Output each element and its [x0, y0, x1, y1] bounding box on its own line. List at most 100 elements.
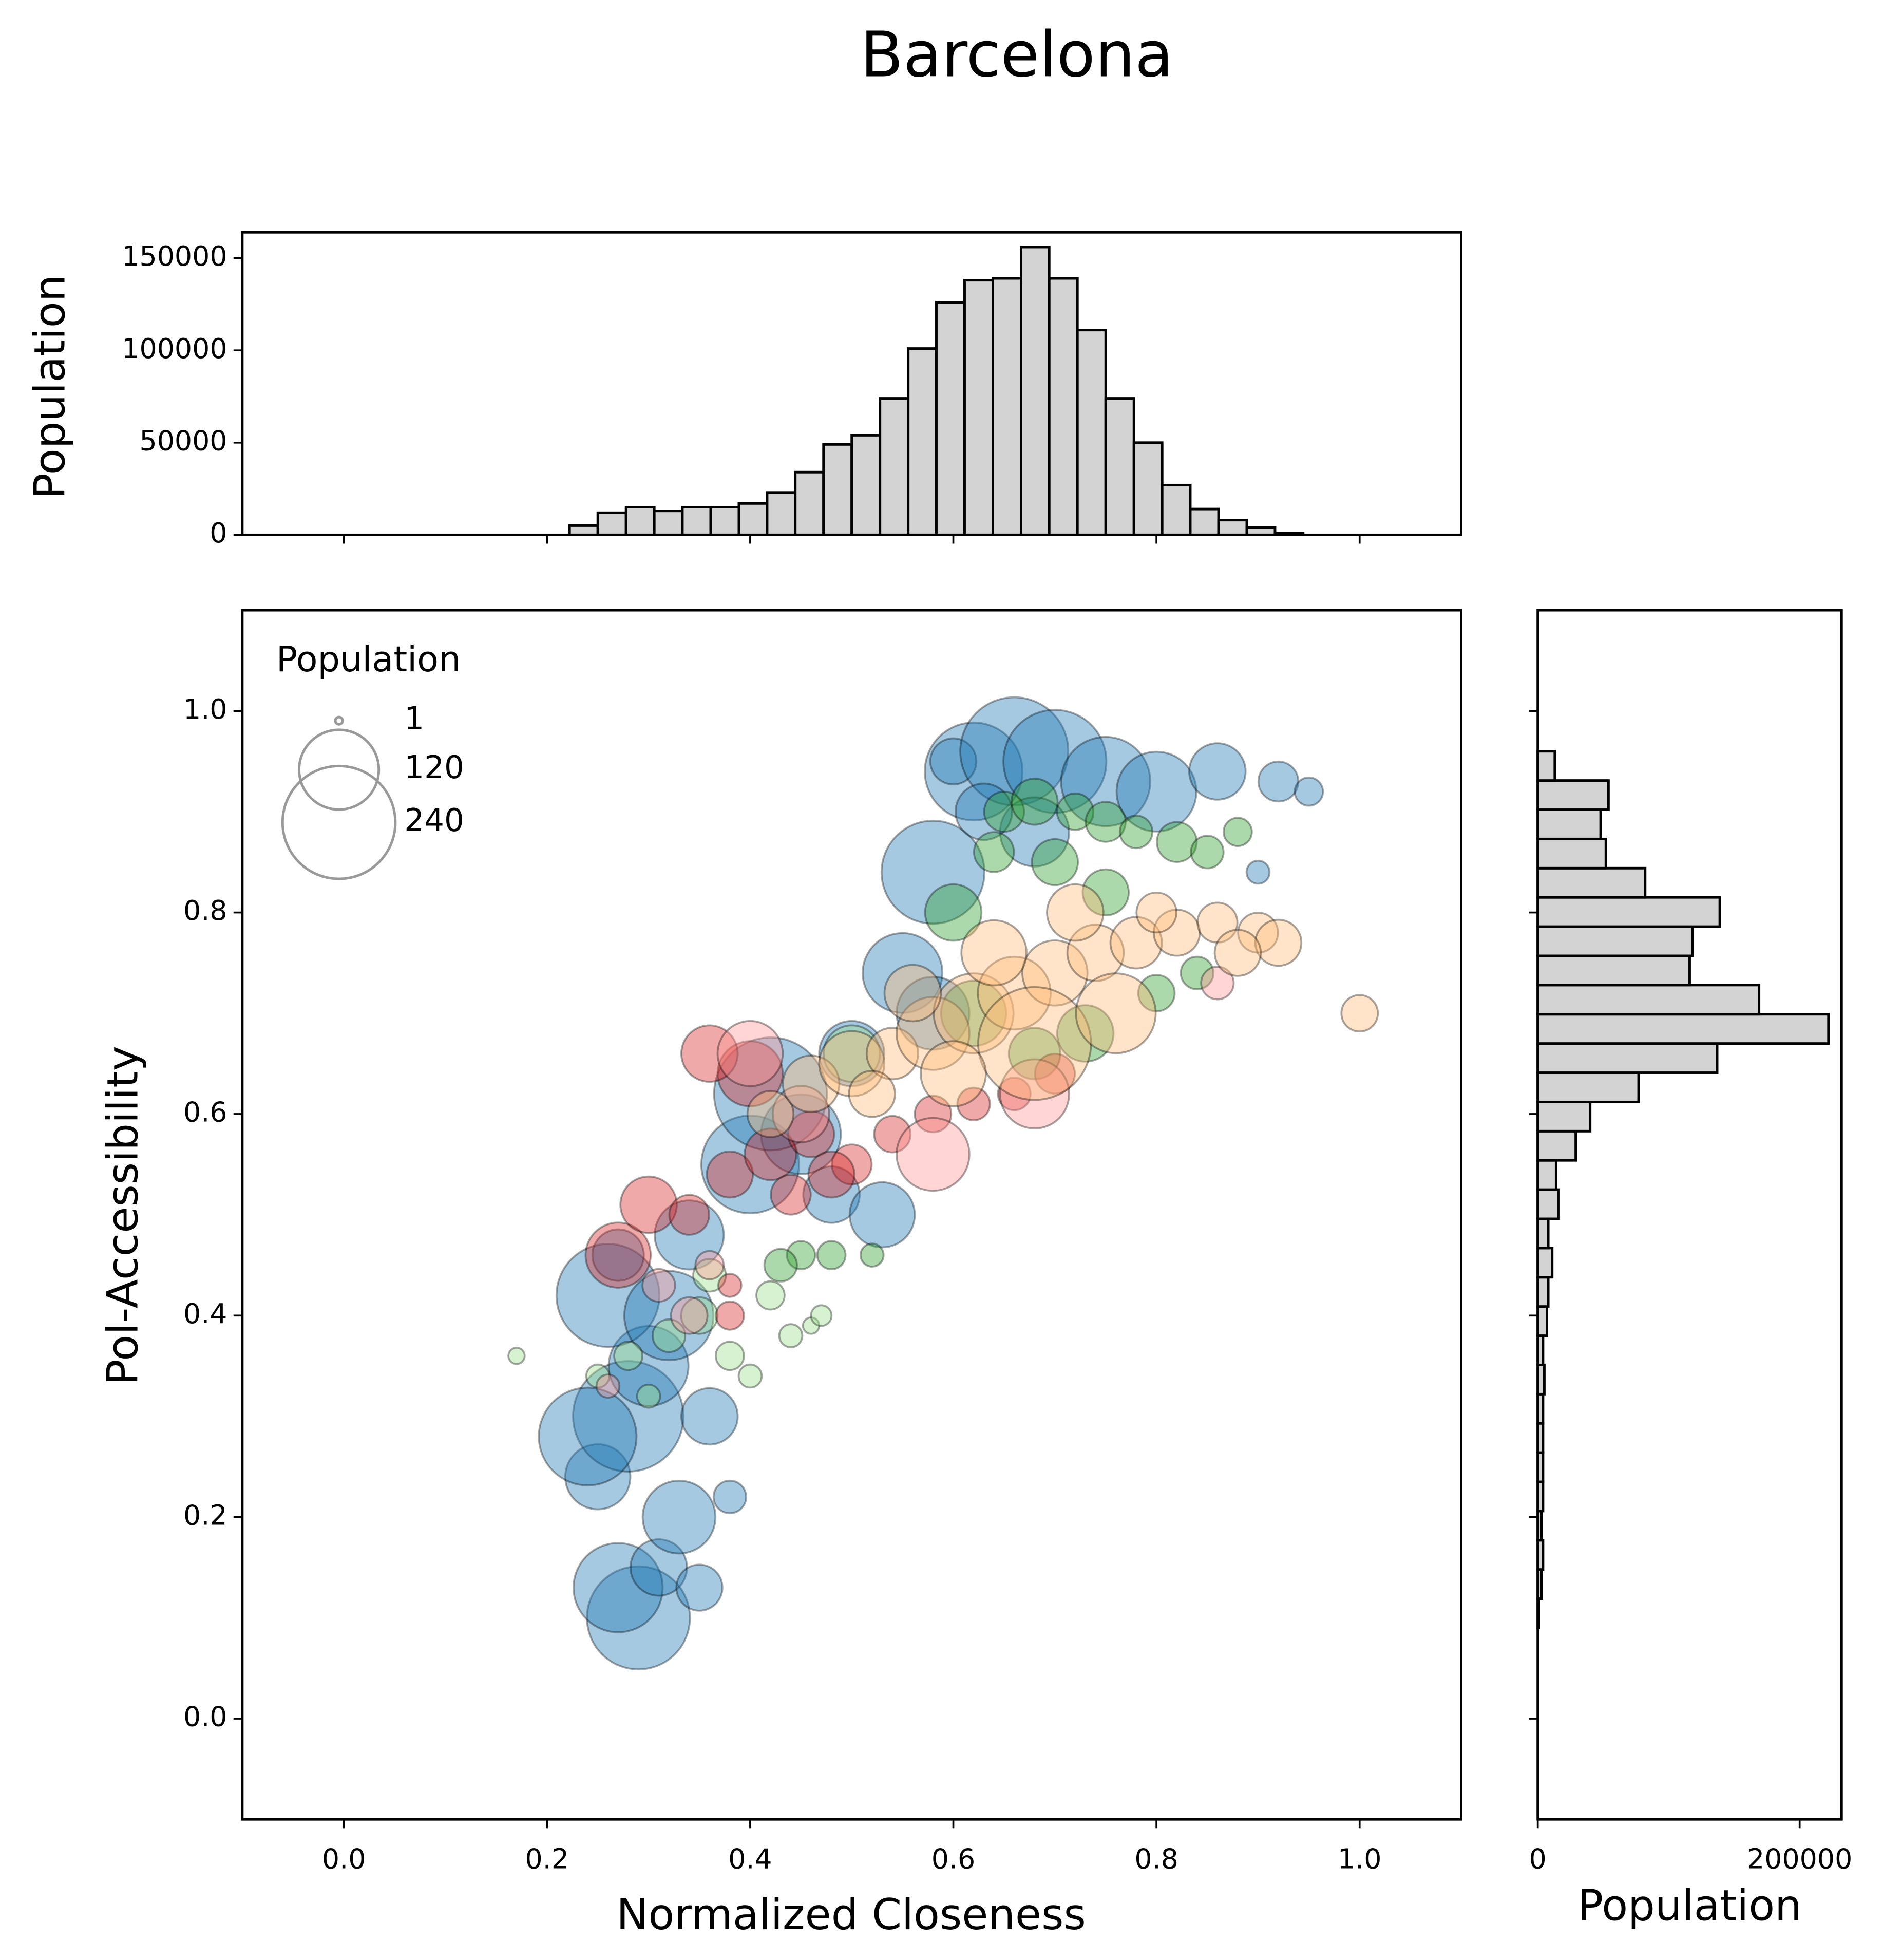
- hist-bar: [1536, 1305, 1548, 1337]
- hist-bar: [1536, 837, 1607, 870]
- bubble: [1021, 939, 1089, 1007]
- bubble: [883, 964, 942, 1023]
- bubble: [630, 1538, 688, 1597]
- y-tick-label: 0: [210, 517, 227, 549]
- bubble: [744, 1127, 797, 1181]
- bubble: [619, 1175, 678, 1234]
- legend-label: 240: [404, 802, 464, 839]
- bubble: [715, 1341, 745, 1371]
- bubble: [997, 1077, 1032, 1111]
- bubble: [802, 1165, 861, 1224]
- chart-title: Barcelona: [860, 18, 1173, 91]
- hist-bar: [907, 347, 938, 536]
- bubble: [700, 1115, 800, 1214]
- bubble: [680, 1296, 719, 1335]
- bubble: [1340, 994, 1379, 1033]
- bubble: [573, 1542, 664, 1633]
- bubble: [940, 979, 1007, 1047]
- bubble: [999, 796, 1070, 868]
- bubble: [1245, 859, 1271, 885]
- hist-bar: [1536, 779, 1610, 811]
- bubble: [770, 1174, 812, 1216]
- bubble: [694, 1250, 725, 1280]
- x-tick-label: 0.0: [322, 1843, 366, 1875]
- bubble: [983, 790, 1025, 833]
- bubble: [787, 1110, 835, 1158]
- bubble: [613, 1341, 643, 1371]
- hist-bar: [1536, 1071, 1640, 1103]
- hist-bar: [681, 506, 712, 536]
- hist-bar: [1048, 277, 1079, 536]
- bubble: [914, 1095, 953, 1134]
- bubble: [1237, 912, 1279, 954]
- legend-label: 1: [404, 701, 424, 737]
- bubble: [585, 1363, 611, 1389]
- hist-bar: [624, 506, 656, 536]
- hist-bar: [596, 511, 627, 536]
- bubble: [586, 1565, 691, 1670]
- bubble: [973, 831, 1015, 873]
- bubble: [818, 1020, 885, 1087]
- bubble: [1115, 750, 1197, 833]
- hist-bar: [1536, 1042, 1719, 1074]
- bubble: [955, 782, 1013, 841]
- bubble: [763, 1248, 798, 1283]
- bubble: [1188, 742, 1247, 801]
- bubble: [641, 1268, 676, 1303]
- bubble: [572, 1360, 684, 1473]
- bubble: [1011, 778, 1059, 826]
- bubble: [746, 1090, 795, 1138]
- y-tick-label: 50000: [139, 424, 227, 457]
- bubble: [1034, 1052, 1076, 1095]
- hist-bar: [568, 524, 599, 536]
- bubble: [865, 1027, 919, 1081]
- bubble: [1066, 924, 1125, 982]
- bubble: [641, 1479, 717, 1555]
- hist-bar: [1161, 483, 1192, 536]
- hist-bar: [766, 491, 797, 536]
- bubble: [999, 1058, 1070, 1129]
- hist-bar: [709, 506, 740, 536]
- bubble: [716, 1020, 784, 1087]
- bubble: [737, 1363, 763, 1389]
- bubble: [977, 955, 1052, 1031]
- bubble: [717, 1273, 743, 1298]
- bubble: [1153, 909, 1201, 957]
- hist-bar: [850, 434, 882, 536]
- hist-bar: [1536, 1013, 1830, 1045]
- y-tick-label: 0.2: [183, 1499, 227, 1531]
- hist-x-axis-label: Population: [1577, 1881, 1802, 1931]
- bubble: [652, 1318, 687, 1353]
- hist-bar: [1132, 441, 1164, 536]
- bubble: [1190, 835, 1225, 870]
- y-tick-label: 1.0: [183, 693, 227, 725]
- bubble: [896, 1117, 971, 1192]
- hist-bar: [737, 502, 769, 536]
- bubble: [920, 1040, 987, 1107]
- bubble: [636, 1384, 661, 1409]
- bubble: [760, 1093, 842, 1175]
- bubble: [1135, 891, 1177, 934]
- hist-bar: [1076, 329, 1107, 536]
- bubble: [802, 1316, 821, 1335]
- bubble: [555, 1242, 661, 1348]
- x-tick-label: 0.8: [1134, 1843, 1178, 1875]
- y-tick-label: 0.6: [183, 1096, 227, 1128]
- bubble: [1213, 929, 1262, 977]
- x-tick-label: 0.2: [525, 1843, 569, 1875]
- legend-marker: [281, 764, 397, 880]
- bubble: [1060, 736, 1151, 827]
- bubble: [880, 820, 986, 925]
- bubble: [675, 1563, 724, 1612]
- hist-bar: [1536, 1188, 1560, 1220]
- bubble: [680, 1024, 739, 1083]
- bubble: [623, 1270, 715, 1361]
- bubble: [818, 1030, 885, 1098]
- bubble: [1046, 883, 1105, 942]
- bubble: [1109, 916, 1163, 970]
- bubble: [1294, 776, 1324, 807]
- y-tick-label: 0.0: [183, 1701, 227, 1733]
- bubble: [977, 986, 1092, 1101]
- legend-label: 120: [404, 749, 464, 786]
